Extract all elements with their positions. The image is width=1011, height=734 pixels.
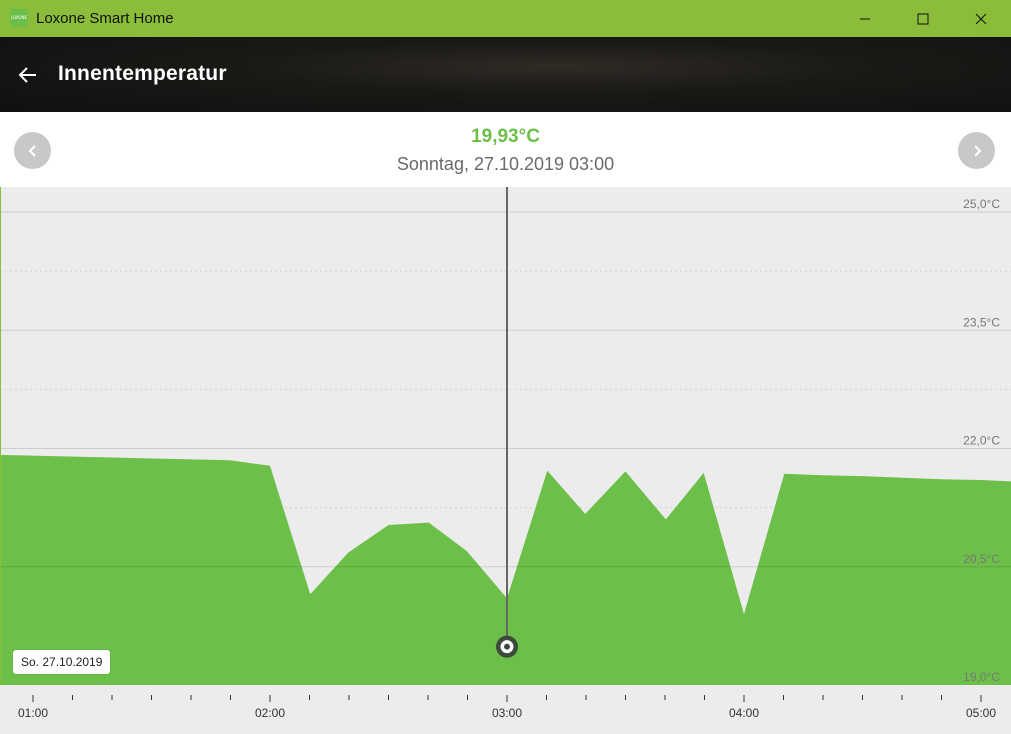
loxone-logo-icon: LOXONE (10, 9, 28, 27)
date-badge: So. 27.10.2019 (13, 650, 111, 674)
maximize-button[interactable] (900, 0, 946, 37)
chart-cursor-marker-dot (504, 643, 510, 650)
minimize-icon (860, 18, 870, 19)
minimize-button[interactable] (842, 0, 888, 37)
x-tick-label: 01:00 (18, 706, 48, 720)
maximize-icon (917, 13, 929, 24)
y-tick-label: 22,0°C (963, 434, 1000, 448)
selected-value: 19,93°C (471, 126, 540, 147)
arrow-left-icon (18, 67, 36, 83)
previous-day-button[interactable] (14, 132, 51, 169)
window-titlebar: LOXONE Loxone Smart Home (0, 0, 1011, 37)
y-tick-label: 19,0°C (963, 670, 1000, 684)
x-tick-label: 04:00 (729, 706, 759, 720)
x-tick-label: 03:00 (492, 706, 522, 720)
close-button[interactable] (958, 0, 1004, 37)
selected-datetime: Sonntag, 27.10.2019 03:00 (396, 154, 615, 174)
selected-value-bar: 19,93°C Sonntag, 27.10.2019 03:00 (0, 112, 1011, 187)
y-tick-label: 25,0°C (963, 197, 1000, 211)
y-tick-label: 23,5°C (963, 315, 1000, 329)
x-tick-label: 05:00 (966, 706, 996, 720)
chevron-left-icon (28, 144, 36, 157)
back-button[interactable] (14, 61, 42, 89)
next-day-button[interactable] (958, 132, 995, 169)
chevron-right-icon (973, 144, 981, 157)
chart-series-area (0, 454, 1011, 685)
close-icon (975, 13, 987, 24)
page-title: Innentemperatur (58, 62, 227, 85)
y-tick-label: 20,5°C (963, 552, 1000, 566)
x-tick-label: 02:00 (255, 706, 285, 720)
app-header: Innentemperatur (0, 37, 1011, 112)
window-title: Loxone Smart Home (36, 10, 174, 27)
